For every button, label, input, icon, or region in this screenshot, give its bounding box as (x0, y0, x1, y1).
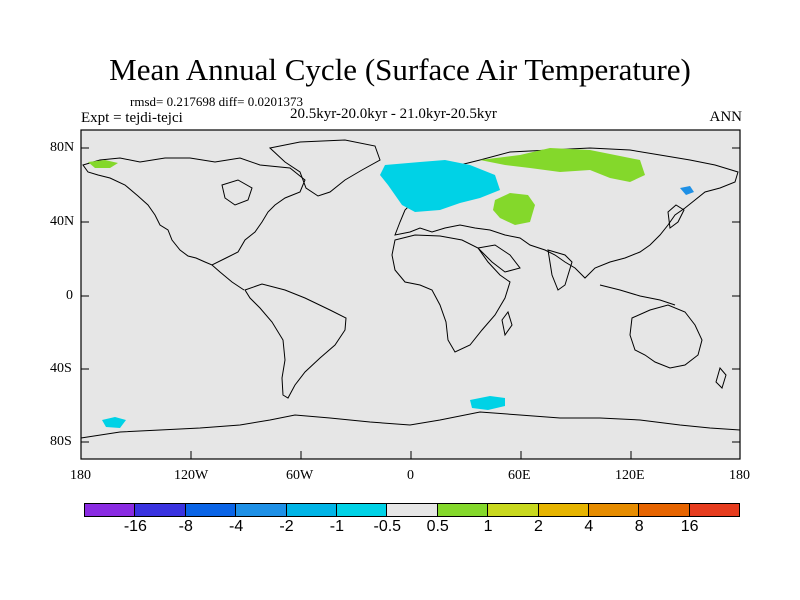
lon-tick-60e: 60E (508, 468, 531, 483)
colorbar-label: -16 (123, 518, 147, 535)
central-asia-warming (493, 193, 535, 225)
colorbar-swatch (285, 503, 337, 517)
north-atlantic-europe-cooling (380, 160, 500, 212)
eurasia-coast (394, 147, 739, 279)
japan-coast (667, 204, 685, 229)
lon-tick-180e: 180 (729, 468, 750, 483)
colorbar-label: 16 (680, 518, 699, 535)
africa-coast (391, 234, 511, 353)
south-america-coast (244, 283, 347, 399)
rmsd-diff-stats: rmsd= 0.217698 diff= 0.0201373 (130, 94, 303, 109)
colorbar-swatch (638, 503, 690, 517)
tick-marks (81, 147, 740, 459)
colorbar-swatch (184, 503, 237, 517)
lon-tick-120e: 120E (615, 468, 645, 483)
indonesia-coast (599, 284, 676, 306)
lon-tick-60w: 60W (286, 468, 314, 483)
colorbar-swatch (335, 503, 388, 517)
lat-tick-80n: 80N (50, 140, 75, 155)
lat-tick-40n: 40N (50, 214, 75, 229)
lon-tick-180w: 180 (70, 468, 91, 483)
southern-ocean-cooling (470, 396, 505, 410)
lat-tick-40s: 40S (50, 361, 72, 376)
india-coast (547, 249, 573, 291)
colorbar-label: 8 (634, 518, 644, 535)
colorbar-swatch (436, 503, 489, 517)
anomaly-regions (88, 148, 694, 428)
lat-tick-0: 0 (66, 288, 73, 303)
lon-tick-0: 0 (407, 468, 414, 483)
colorbar-label: -1 (329, 518, 345, 535)
colorbar-swatch (235, 503, 287, 517)
antarctica-coast (80, 411, 741, 439)
colorbar-swatch (134, 503, 186, 517)
colorbar-swatch (487, 503, 539, 517)
lon-tick-120w: 120W (174, 468, 209, 483)
new-zealand-coast (715, 366, 727, 389)
coastlines (80, 139, 741, 439)
colorbar-label: 4 (584, 518, 594, 535)
colorbar-label: -4 (229, 518, 244, 535)
colorbar-swatch (84, 503, 136, 517)
colorbar-label: 2 (534, 518, 543, 535)
colorbar-label: 1 (483, 518, 493, 535)
colorbar-label: -8 (178, 518, 193, 535)
northern-europe-asia-warming (480, 148, 645, 182)
north-america-coast (82, 157, 306, 266)
colorbar-swatch (386, 503, 438, 517)
colorbar-swatch (587, 503, 640, 517)
colorbar-swatch (688, 503, 741, 517)
alaska-canada-warming (88, 160, 118, 168)
arabia-coast (476, 244, 521, 273)
hudson-bay (221, 179, 253, 206)
lat-tick-80s: 80S (50, 434, 72, 449)
chart-title: Mean Annual Cycle (Surface Air Temperatu… (109, 52, 691, 87)
colorbar (84, 503, 741, 517)
season-label: ANN (709, 109, 743, 125)
central-america-coast (211, 264, 245, 291)
colorbar-swatch (537, 503, 589, 517)
period-label: 20.5kyr-20.0kyr - 21.0kyr-20.5kyr (290, 106, 497, 122)
greenland-coast (268, 139, 381, 197)
colorbar-label: 0.5 (426, 518, 449, 535)
experiment-label: Expt = tejdi-tejci (81, 110, 183, 126)
colorbar-label: -2 (279, 518, 294, 535)
southern-pacific-cooling (102, 417, 126, 428)
kamchatka-cooling (680, 186, 694, 195)
australia-coast (629, 304, 703, 369)
madagascar-coast (501, 310, 513, 337)
colorbar-label: -0.5 (373, 518, 402, 535)
